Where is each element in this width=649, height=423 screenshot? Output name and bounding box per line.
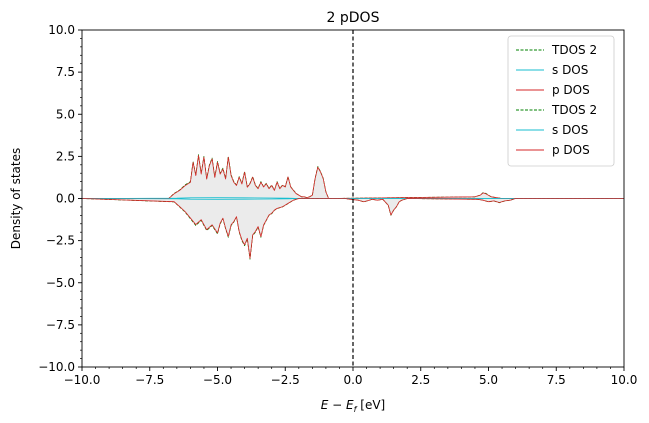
y-tick-label: −10.0 [38, 360, 75, 374]
legend-label: p DOS [552, 143, 590, 157]
legend-label: TDOS 2 [551, 103, 597, 117]
x-tick-label: 5.0 [479, 373, 498, 387]
x-axis-label-unit: [eV] [356, 398, 385, 412]
legend-box [507, 35, 615, 167]
series-line-p_up [82, 155, 624, 199]
x-axis-label-main: E − E [321, 398, 354, 412]
x-tick-label: 0.0 [343, 373, 362, 387]
y-tick-label: 2.5 [56, 149, 75, 163]
series-line-p_down [81, 198, 624, 259]
legend-label: s DOS [552, 63, 588, 77]
legend: TDOS 2 s DOS p DOS TDOS 2 s DOS p DOS [507, 35, 615, 167]
x-axis-label-subscript: f [354, 405, 358, 414]
legend-label: TDOS 2 [551, 43, 597, 57]
x-tick-label: −10.0 [64, 373, 101, 387]
y-tick-label: 0.0 [56, 192, 75, 206]
y-tick-label: 5.0 [56, 107, 75, 121]
dos-fill-area [82, 154, 624, 260]
series-line-s_down [81, 198, 624, 200]
y-axis-label: Density of states [9, 148, 23, 249]
dos-series-group [81, 154, 624, 260]
x-tick-label: −7.5 [135, 373, 164, 387]
x-tick-label: −5.0 [203, 373, 232, 387]
y-tick-label: 10.0 [48, 23, 75, 37]
legend-label: p DOS [552, 83, 590, 97]
y-tick-label: −5.0 [46, 276, 75, 290]
legend-label: s DOS [552, 123, 588, 137]
dos-fill-tdos_down [82, 198, 624, 260]
x-axis-label: E − Ef [eV] [321, 398, 385, 414]
y-tick-label: −2.5 [46, 234, 75, 248]
x-tick-label: 7.5 [547, 373, 566, 387]
axis-ticks: −10.0 −7.5 −5.0 −2.5 0.0 2.5 5.0 7.5 10.0 −10.0 −7… [38, 23, 637, 387]
chart-title: 2 pDOS [327, 10, 380, 26]
y-tick-label: −7.5 [46, 318, 75, 332]
dos-fill-tdos_up [82, 154, 624, 199]
x-tick-label: 10.0 [611, 373, 638, 387]
x-tick-label: 2.5 [411, 373, 430, 387]
x-tick-label: −2.5 [271, 373, 300, 387]
y-tick-label: 7.5 [56, 65, 75, 79]
